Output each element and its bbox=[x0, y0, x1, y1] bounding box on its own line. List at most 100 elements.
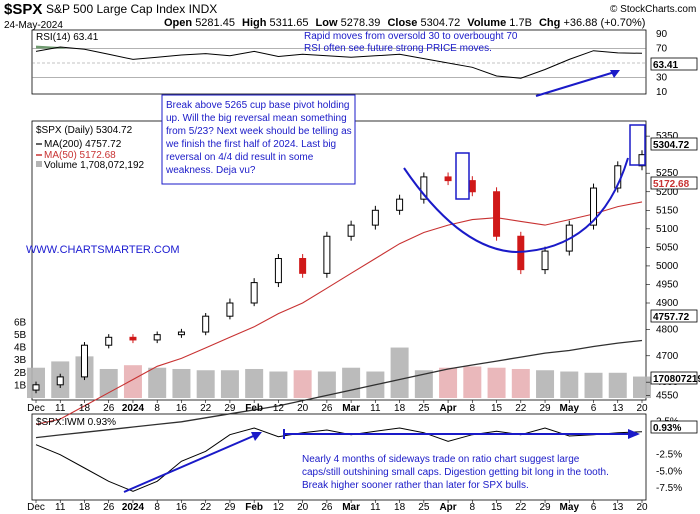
ratio-x-label: May bbox=[560, 502, 580, 513]
candle-body bbox=[590, 187, 598, 226]
candle-body bbox=[177, 331, 185, 336]
price-x-label: Mar bbox=[342, 403, 360, 414]
volume-bar bbox=[342, 367, 361, 398]
volume-bar bbox=[148, 367, 167, 398]
volume-value-badge-frame bbox=[650, 371, 698, 385]
rsi-tick-label: 70 bbox=[656, 44, 668, 55]
ma200-line bbox=[35, 339, 643, 439]
rsi-line bbox=[35, 46, 643, 79]
candle-body bbox=[347, 224, 355, 237]
ratio-x-label: 11 bbox=[370, 502, 381, 513]
ratio-x-label: 20 bbox=[636, 502, 648, 513]
candle-body bbox=[274, 258, 282, 284]
reversal-box-may bbox=[629, 124, 646, 166]
low-value: 5278.39 bbox=[341, 17, 381, 29]
ratio-note-line-1: Nearly 4 months of sideways trade on rat… bbox=[302, 454, 580, 465]
candle-body bbox=[56, 376, 64, 386]
ratio-uptrend-arrow-head bbox=[251, 432, 262, 441]
volume-bar bbox=[245, 368, 264, 398]
rsi-value-badge: 63.41 bbox=[653, 60, 678, 71]
ratio-tick-label: -7.5% bbox=[656, 483, 682, 494]
volume-bar bbox=[172, 368, 191, 398]
price-note-line-5: reversal on 4/4 did result in some bbox=[166, 152, 314, 163]
price-tick-label: 5000 bbox=[656, 261, 679, 272]
ratio-tick-label: -5.0% bbox=[656, 466, 682, 477]
price-x-label: 13 bbox=[612, 403, 624, 414]
ratio-x-label: Apr bbox=[439, 502, 456, 513]
candle-body bbox=[493, 191, 501, 237]
volume-tick-label: 3B bbox=[14, 355, 27, 366]
ratio-x-label: Feb bbox=[245, 502, 263, 513]
price-tick-label: 5150 bbox=[656, 205, 679, 216]
price-x-label: 16 bbox=[176, 403, 188, 414]
brand-logo: © StockCharts.com bbox=[610, 4, 696, 15]
price-x-label: 8 bbox=[154, 403, 160, 414]
index-name: S&P 500 Large Cap Index INDX bbox=[46, 2, 217, 16]
volume-legend-swatch bbox=[36, 161, 42, 167]
price-x-label: 29 bbox=[224, 403, 236, 414]
volume-tick-label: 5B bbox=[14, 330, 27, 341]
rsi-layer bbox=[32, 45, 646, 97]
candle-body bbox=[396, 198, 404, 211]
price-note-line-6: weakness. Deja vu? bbox=[165, 165, 256, 176]
candle-body bbox=[638, 154, 646, 167]
volume-value-badge: 1708072192 bbox=[653, 374, 700, 385]
price-tick-label: 4700 bbox=[656, 351, 679, 362]
candle-body bbox=[129, 336, 137, 341]
rsi-arrow-head bbox=[610, 70, 620, 78]
price-tick-label: 4800 bbox=[656, 324, 679, 335]
candle-body bbox=[153, 334, 161, 341]
volume-tick-label: 4B bbox=[14, 343, 27, 354]
open-label: Open bbox=[164, 17, 192, 29]
ratio-x-label: 20 bbox=[297, 502, 309, 513]
close-value-badge-frame bbox=[650, 137, 698, 151]
price-layer bbox=[27, 124, 651, 439]
ratio-x-label: 26 bbox=[103, 502, 115, 513]
price-x-label: 26 bbox=[321, 403, 333, 414]
volume-bar bbox=[584, 372, 603, 398]
price-x-label: 11 bbox=[370, 403, 381, 414]
volume-bar bbox=[317, 371, 336, 398]
ratio-tick-label: -2.5% bbox=[656, 450, 682, 461]
volume-bar bbox=[220, 370, 239, 398]
ratio-x-label: 11 bbox=[55, 502, 66, 513]
candle-body bbox=[202, 315, 210, 333]
ratio-x-label: 29 bbox=[539, 502, 551, 513]
volume-bar bbox=[196, 370, 215, 398]
watermark: WWW.CHARTSMARTER.COM bbox=[26, 244, 180, 256]
volume-tick-label: 2B bbox=[14, 368, 27, 379]
volume-bar bbox=[487, 367, 506, 398]
volume-bar bbox=[390, 347, 409, 398]
price-note-box bbox=[161, 94, 356, 185]
price-note-line-1: Break above 5265 cup base pivot holding bbox=[166, 100, 349, 111]
ratio-x-label: 6 bbox=[591, 502, 597, 513]
price-x-label: May bbox=[560, 403, 580, 414]
open-value: 5281.45 bbox=[195, 17, 235, 29]
ma50-value-badge-frame bbox=[650, 176, 698, 190]
price-x-label: 15 bbox=[491, 403, 503, 414]
candle-body bbox=[32, 384, 40, 391]
reversal-box-apr bbox=[455, 152, 470, 200]
price-x-label: 29 bbox=[539, 403, 551, 414]
ratio-x-label: 25 bbox=[418, 502, 430, 513]
candle-body bbox=[444, 176, 452, 182]
ratio-x-label: 16 bbox=[176, 502, 188, 513]
ratio-layer bbox=[35, 427, 643, 493]
exchange-text: INDX bbox=[189, 2, 218, 16]
ratio-x-label: 18 bbox=[394, 502, 406, 513]
candle-body bbox=[299, 258, 307, 274]
chg-label: Chg bbox=[539, 17, 560, 29]
price-tick-label: 5100 bbox=[656, 224, 679, 235]
ratio-value-badge: 0.93% bbox=[653, 423, 681, 434]
volume-bar bbox=[269, 371, 288, 398]
ratio-x-label: 15 bbox=[491, 502, 503, 513]
price-x-label: 22 bbox=[200, 403, 212, 414]
ma200-value-badge-frame bbox=[650, 309, 698, 323]
price-tick-label: 5050 bbox=[656, 242, 679, 253]
low-label: Low bbox=[316, 17, 338, 29]
price-x-label: 2024 bbox=[122, 403, 145, 414]
ma50-legend: MA(50) 5172.68 bbox=[44, 150, 116, 161]
close-value-badge: 5304.72 bbox=[653, 140, 690, 151]
ratio-x-label: 26 bbox=[321, 502, 333, 513]
price-x-label: Apr bbox=[439, 403, 456, 414]
